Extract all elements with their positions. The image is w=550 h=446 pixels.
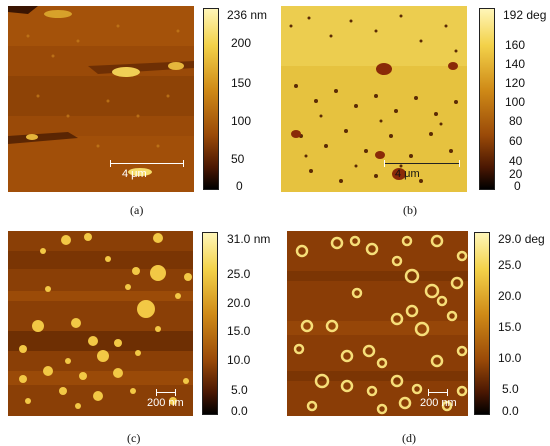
scale-label-c: 200 nm	[147, 397, 184, 409]
colorbar-c-label-2: 20.0	[227, 296, 251, 310]
scale-bar-a	[110, 160, 184, 167]
caption-c: (c)	[127, 431, 141, 445]
colorbar-a	[203, 8, 219, 190]
colorbar-a-label-5: 0	[236, 179, 243, 193]
colorbar-a-label-0: 236 nm	[227, 8, 268, 22]
colorbar-d-label-4: 10.0	[498, 351, 522, 365]
caption-b: (b)	[403, 203, 417, 217]
colorbar-b-label-1: 160	[505, 38, 526, 52]
colorbar-a-label-2: 150	[231, 76, 252, 90]
scale-label-a: 4 μm	[122, 168, 147, 180]
colorbar-b-label-2: 140	[505, 57, 526, 71]
colorbar-d-label-0: 29.0 deg	[498, 232, 545, 246]
colorbar-d	[474, 232, 490, 415]
colorbar-c-label-6: 0.0	[231, 404, 248, 418]
colorbar-c-label-5: 5.0	[231, 383, 248, 397]
colorbar-a-label-4: 50	[231, 152, 245, 166]
colorbar-b	[479, 8, 495, 190]
colorbar-a-label-1: 200	[231, 36, 252, 50]
colorbar-b-label-4: 100	[505, 95, 526, 109]
afm-height-image-a	[8, 6, 194, 192]
afm-phase-image-d	[287, 231, 468, 416]
colorbar-c-label-0: 31.0 nm	[227, 232, 271, 246]
scale-bar-d	[428, 389, 448, 396]
scale-bar-b	[384, 160, 460, 167]
colorbar-b-label-5: 80	[509, 114, 523, 128]
colorbar-c	[202, 232, 218, 415]
colorbar-b-label-3: 120	[505, 76, 526, 90]
colorbar-c-label-3: 15.0	[227, 324, 251, 338]
colorbar-a-label-3: 100	[231, 114, 252, 128]
colorbar-b-label-6: 60	[509, 134, 523, 148]
colorbar-c-label-1: 25.0	[227, 267, 251, 281]
colorbar-b-label-0: 192 deg	[503, 8, 547, 22]
colorbar-b-label-9: 0	[514, 179, 521, 193]
colorbar-c-label-4: 10.0	[227, 353, 251, 367]
caption-d: (d)	[402, 431, 416, 445]
afm-phase-image-b	[281, 6, 467, 192]
colorbar-d-label-1: 25.0	[498, 258, 522, 272]
caption-a: (a)	[130, 203, 144, 217]
colorbar-d-label-3: 15.0	[498, 320, 522, 334]
colorbar-d-label-2: 20.0	[498, 289, 522, 303]
colorbar-d-label-6: 0.0	[502, 404, 519, 418]
colorbar-d-label-5: 5.0	[502, 382, 519, 396]
scale-label-b: 4 μm	[395, 168, 420, 180]
colorbar-b-label-8: 20	[509, 167, 523, 181]
colorbar-b-label-7: 40	[509, 154, 523, 168]
afm-height-image-c	[8, 231, 193, 416]
scale-bar-c	[156, 389, 176, 396]
scale-label-d: 200 nm	[420, 397, 457, 409]
